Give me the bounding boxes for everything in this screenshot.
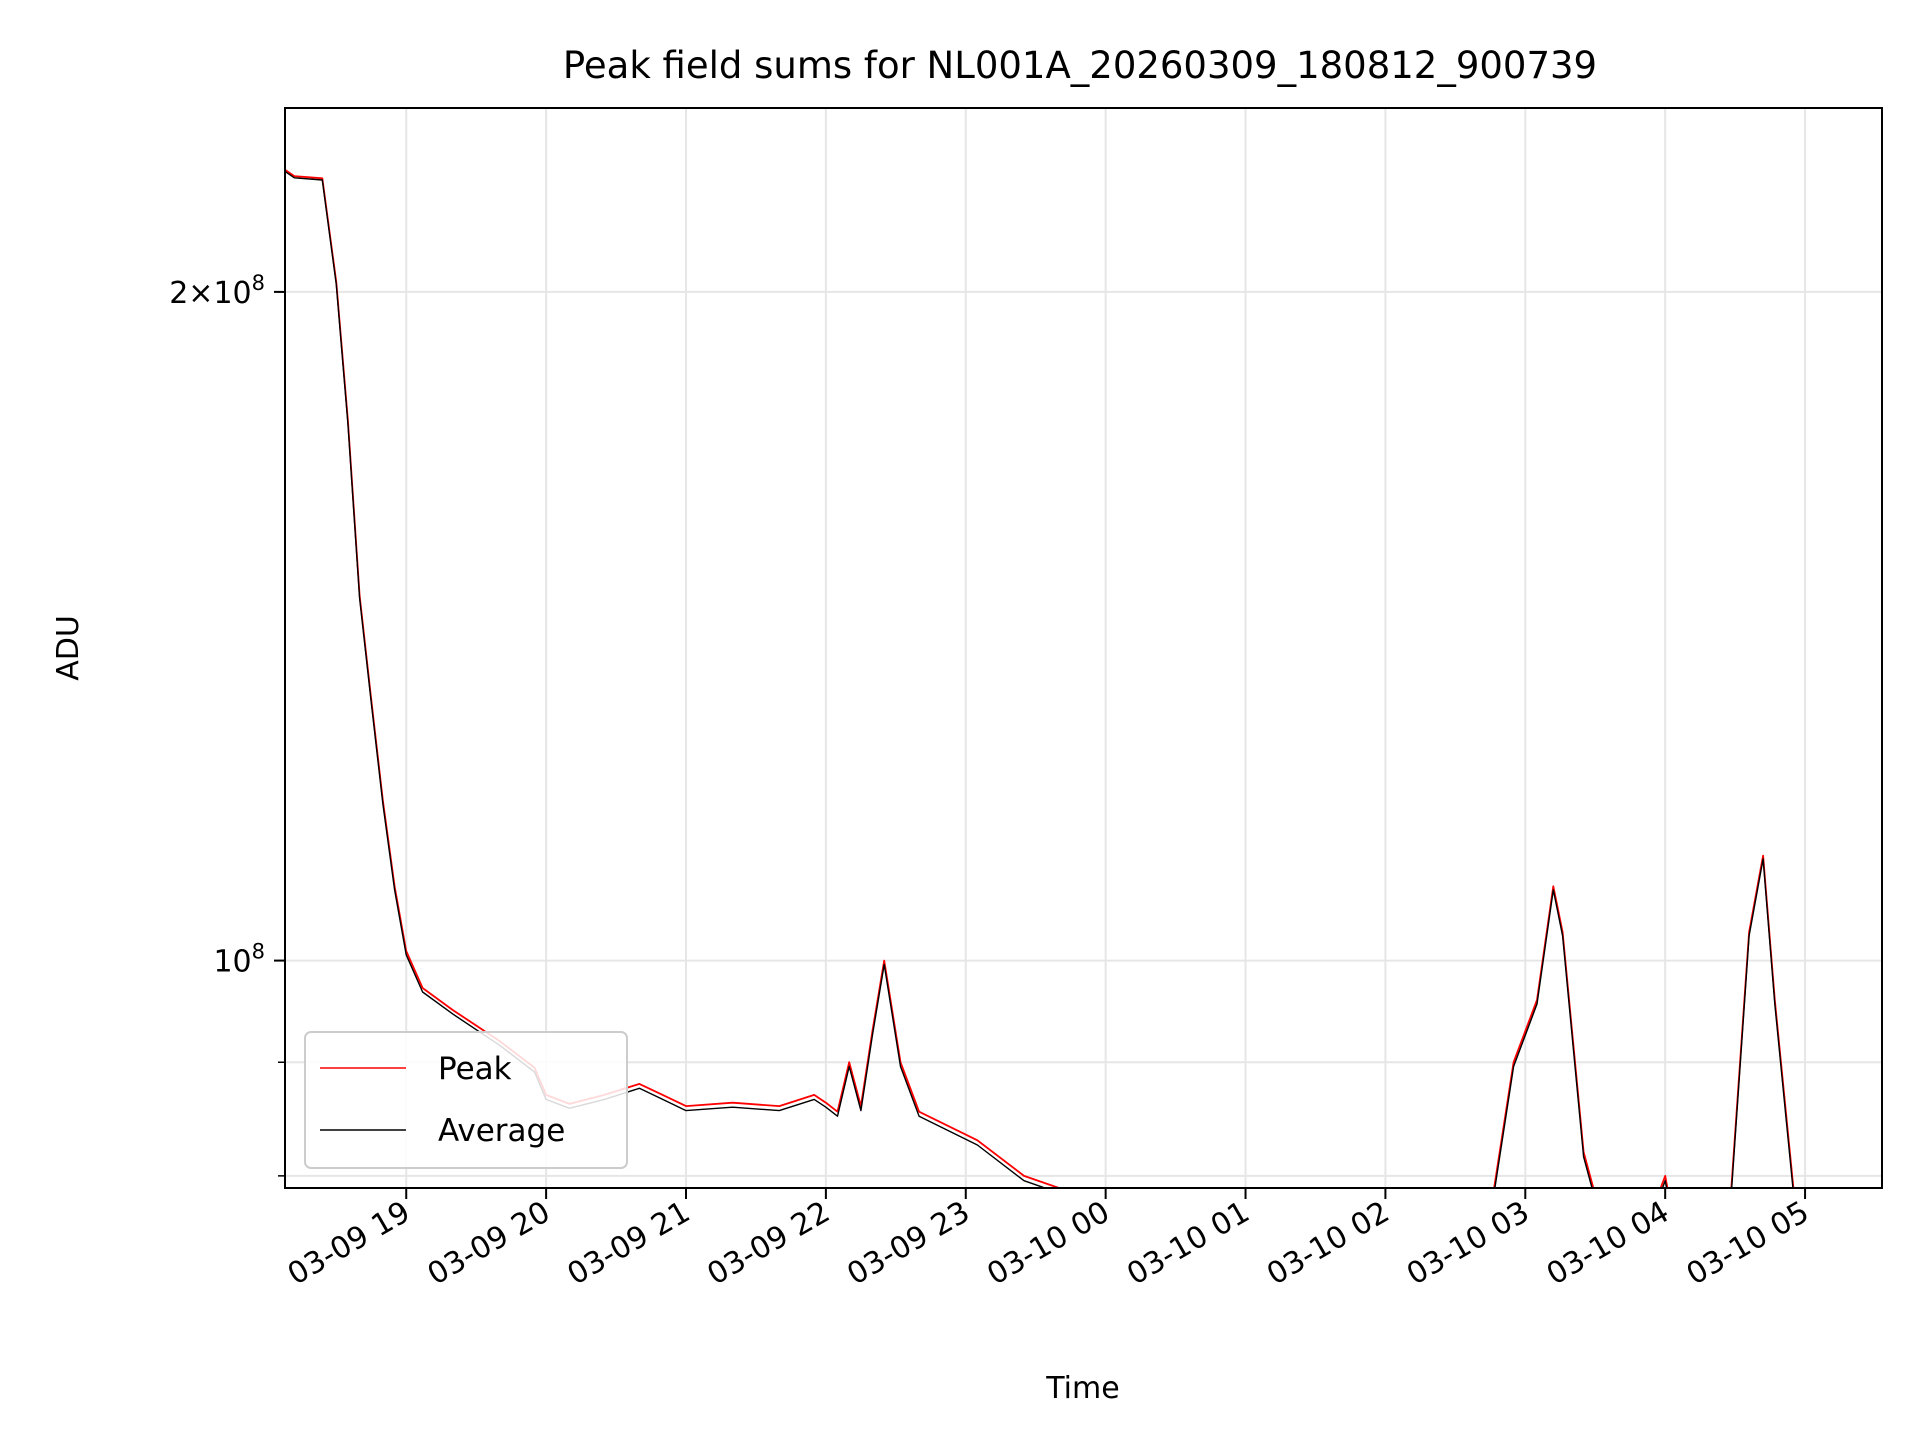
series-line-peak — [285, 168, 1795, 1188]
legend: Peak Average — [304, 1031, 628, 1169]
series-layer — [285, 168, 1795, 1188]
y-axis: 2×108 108 — [169, 271, 285, 1177]
plot-frame — [284, 107, 1883, 1189]
legend-label-average: Average — [438, 1113, 565, 1149]
plot-area — [284, 107, 1883, 1189]
legend-box — [304, 1031, 628, 1169]
y-tick-label: 2×108 — [169, 271, 265, 311]
chart-title: Peak field sums for NL001A_20260309_1808… — [563, 44, 1597, 87]
x-axis-label: Time — [1045, 1371, 1119, 1406]
y-axis-label: ADU — [51, 615, 86, 681]
y-tick-label: 108 — [213, 940, 265, 980]
legend-label-peak: Peak — [438, 1051, 512, 1087]
series-line-average — [285, 170, 1794, 1188]
plot-background — [285, 108, 1882, 1188]
